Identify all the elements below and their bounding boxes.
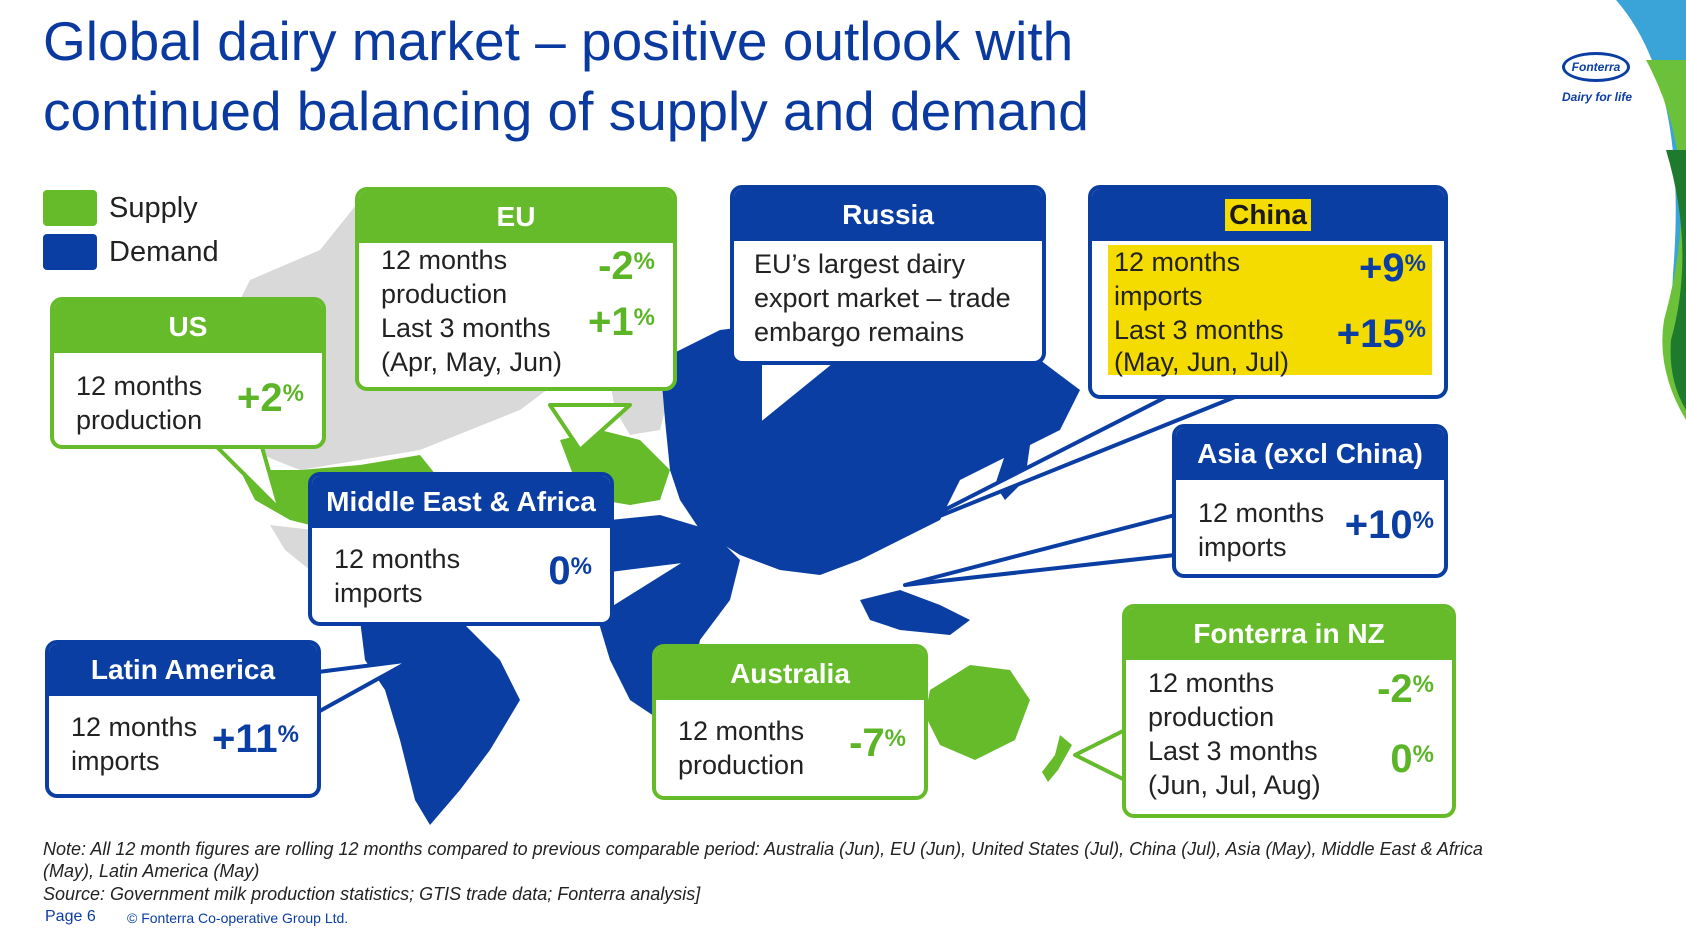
latam-label-1: 12 months (71, 712, 198, 742)
slide-title: Global dairy market – positive outlook w… (43, 6, 1483, 146)
russia-line-1: EU’s largest dairy (754, 249, 966, 279)
china-label-2: imports (1114, 281, 1203, 311)
nz-value-1: -2% (1377, 667, 1434, 711)
map-se-asia (860, 590, 970, 635)
asia-label-1: 12 months (1198, 498, 1325, 528)
china-label-3: Last 3 months (1114, 315, 1284, 345)
page-number: Page 6 (45, 908, 96, 925)
callout-latam-title: Latin America (49, 644, 317, 696)
map-nz (1042, 735, 1072, 782)
callout-nz-title: Fonterra in NZ (1126, 608, 1452, 660)
callout-us-title: US (54, 301, 322, 353)
eu-label-4: (Apr, May, Jun) (381, 347, 563, 377)
title-line-2: continued balancing of supply and demand (43, 80, 1089, 142)
pointer-eu (548, 403, 632, 452)
nz-label-1: 12 months (1148, 668, 1275, 698)
callout-eu-title: EU (359, 191, 673, 243)
callout-nz: Fonterra in NZ 12 months production Last… (1122, 604, 1456, 818)
china-label-1: 12 months (1114, 247, 1241, 277)
legend-supply-swatch (43, 190, 97, 226)
legend-demand-label: Demand (109, 235, 219, 268)
pointer-asia (903, 513, 1177, 587)
callout-mea-title: Middle East & Africa (312, 476, 610, 528)
callout-asia-title: Asia (excl China) (1176, 428, 1444, 480)
pointer-nz (1073, 728, 1127, 782)
logo-tagline: Dairy for life (1561, 90, 1633, 104)
fonterra-logo: Fonterra Dairy for life (1558, 50, 1636, 110)
callout-australia-title: Australia (656, 648, 924, 700)
eu-value-2: +1% (588, 300, 655, 344)
asia-value: +10% (1344, 503, 1434, 547)
copyright: © Fonterra Co-operative Group Ltd. (127, 910, 349, 926)
australia-label-1: 12 months (678, 716, 805, 746)
eu-value-1: -2% (598, 244, 655, 288)
russia-line-2: export market – trade (754, 283, 1011, 313)
china-value-1: +9% (1359, 246, 1426, 290)
china-value-2: +15% (1336, 312, 1426, 356)
footnote: Note: All 12 month figures are rolling 1… (43, 839, 1483, 881)
legend: Supply Demand (43, 186, 219, 274)
callout-australia: Australia 12 months production -7% (652, 644, 928, 800)
callout-china-title: China (1225, 199, 1311, 231)
map-south-america (360, 600, 520, 825)
legend-supply: Supply (43, 186, 219, 230)
map-australia (925, 665, 1030, 760)
china-label-4: (May, Jun, Jul) (1114, 347, 1290, 377)
nz-label-2: production (1148, 702, 1275, 732)
us-label-2: production (76, 405, 203, 435)
eu-label-3: Last 3 months (381, 313, 551, 343)
mea-value: 0% (548, 549, 592, 593)
eu-label-1: 12 months (381, 245, 508, 275)
russia-line-3: embargo remains (754, 317, 965, 347)
legend-demand: Demand (43, 230, 219, 274)
legend-supply-label: Supply (109, 191, 198, 224)
callout-eu: EU 12 months production Last 3 months (A… (355, 187, 677, 391)
callout-china: China 12 months imports Last 3 months (M… (1088, 185, 1448, 399)
legend-demand-swatch (43, 234, 97, 270)
latam-value: +11% (212, 717, 299, 761)
nz-label-3: Last 3 months (1148, 736, 1318, 766)
callout-russia: Russia EU’s largest dairy export market … (730, 185, 1046, 365)
us-value: +2% (237, 376, 304, 420)
eu-label-2: production (381, 279, 508, 309)
callout-us: US 12 months production +2% (50, 297, 326, 449)
callout-mea: Middle East & Africa 12 months imports 0… (308, 472, 614, 626)
callout-russia-title: Russia (734, 189, 1042, 241)
australia-label-2: production (678, 750, 805, 780)
source-note: Source: Government milk production stati… (43, 884, 701, 904)
asia-label-2: imports (1198, 532, 1287, 562)
mea-label-2: imports (334, 578, 423, 608)
nz-label-4: (Jun, Jul, Aug) (1148, 770, 1321, 800)
callout-asia: Asia (excl China) 12 months imports +10% (1172, 424, 1448, 578)
nz-value-2: 0% (1390, 737, 1434, 781)
mea-label-1: 12 months (334, 544, 461, 574)
logo-name: Fonterra (1562, 52, 1630, 82)
brand-swoosh (1616, 0, 1686, 420)
china-highlight (1108, 245, 1432, 375)
us-label-1: 12 months (76, 371, 203, 401)
callout-latam: Latin America 12 months imports +11% (45, 640, 321, 798)
australia-value: -7% (849, 721, 906, 765)
title-line-1: Global dairy market – positive outlook w… (43, 10, 1074, 72)
latam-label-2: imports (71, 746, 160, 776)
